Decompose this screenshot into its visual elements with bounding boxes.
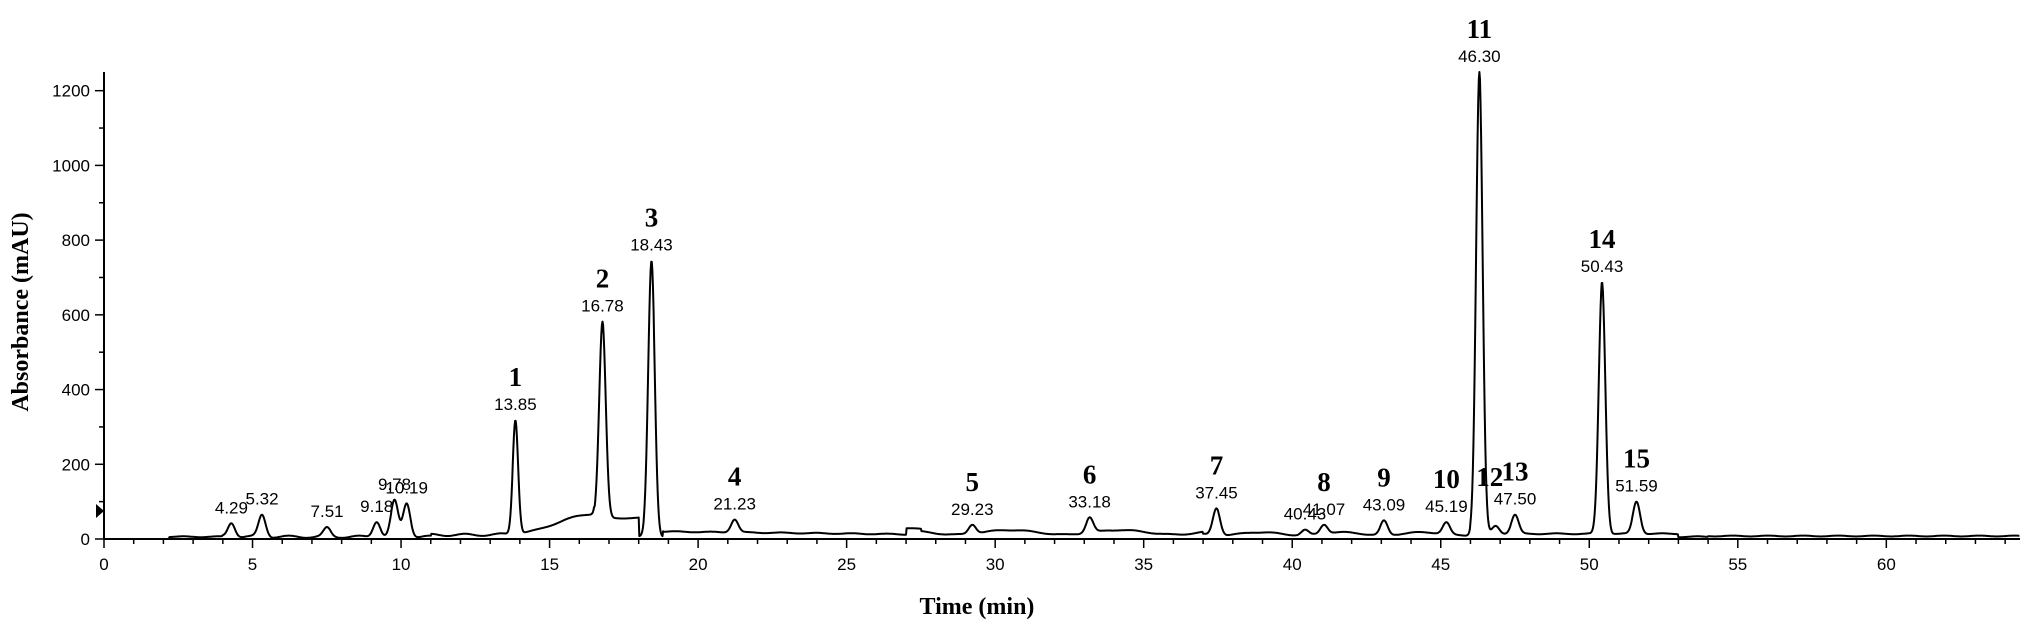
peak-retention-time-label: 7.51: [311, 502, 344, 521]
y-tick-label: 0: [81, 530, 90, 549]
y-axis-ticks: 0 200 400 600 800 1000 1200: [52, 82, 104, 549]
peak-retention-time-label: 9.78: [378, 475, 411, 494]
peak-retention-time-label: 40.43: [1284, 505, 1327, 524]
x-tick-label: 30: [986, 555, 1005, 574]
peak-retention-time-label: 46.30: [1458, 47, 1501, 66]
peak-number-label: 1: [509, 362, 523, 392]
peak-retention-time-label: 41.07: [1303, 500, 1346, 519]
peak-number-label: 14: [1589, 224, 1616, 254]
x-tick-label: 45: [1431, 555, 1450, 574]
peak-retention-time-label: 18.43: [630, 236, 673, 255]
y-axis-marker: [96, 504, 104, 518]
peak-retention-time-label: 10.19: [385, 479, 428, 498]
x-tick-label: 0: [99, 555, 108, 574]
peak-retention-time-label: 21.23: [713, 495, 756, 514]
peak-retention-time-label: 37.45: [1195, 483, 1238, 502]
peak-number-label: 3: [645, 203, 659, 233]
y-tick-label: 400: [62, 381, 90, 400]
peak-retention-time-label: 33.18: [1068, 492, 1111, 511]
x-tick-label: 20: [689, 555, 708, 574]
peak-number-label: 10: [1433, 464, 1460, 494]
peak-retention-time-label: 51.59: [1615, 477, 1658, 496]
x-tick-label: 5: [248, 555, 257, 574]
x-tick-label: 35: [1134, 555, 1153, 574]
x-tick-label: 40: [1283, 555, 1302, 574]
peak-number-label: 12: [1476, 462, 1503, 492]
x-tick-label: 10: [392, 555, 411, 574]
peak-number-label: 15: [1623, 444, 1650, 474]
x-tick-label: 15: [540, 555, 559, 574]
y-tick-label: 800: [62, 231, 90, 250]
peak-retention-time-label: 13.85: [494, 395, 537, 414]
peak-number-label: 9: [1377, 462, 1391, 492]
y-tick-label: 1000: [52, 156, 90, 175]
x-axis-ticks: 0 5 10 15 20 25 30 35 40 45 50 55 60: [99, 539, 2006, 574]
x-tick-label: 55: [1728, 555, 1747, 574]
peak-retention-time-label: 5.32: [245, 490, 278, 509]
peak-retention-time-label: 4.29: [215, 498, 248, 517]
peak-retention-time-label: 16.78: [581, 297, 624, 316]
peak-retention-time-label: 29.23: [951, 500, 994, 519]
peak-number-label: 6: [1083, 459, 1097, 489]
x-axis-label: Time (min): [920, 594, 1035, 620]
peak-retention-time-label: 9.18: [360, 497, 393, 516]
chromatogram-trace: [103, 71, 2020, 540]
peak-number-label: 2: [596, 264, 610, 294]
peak-number-label: 5: [966, 467, 980, 497]
peak-retention-time-label: 45.19: [1425, 497, 1468, 516]
x-tick-label: 50: [1580, 555, 1599, 574]
x-tick-label: 25: [837, 555, 856, 574]
y-axis-label: Absorbance (mAU): [8, 212, 34, 411]
peak-retention-time-label: 50.43: [1581, 257, 1624, 276]
peak-retention-time-label: 43.09: [1363, 495, 1406, 514]
axes: [103, 72, 2020, 540]
peak-number-label: 11: [1467, 14, 1493, 44]
peak-retention-time-label: 47.50: [1494, 490, 1537, 509]
y-tick-label: 600: [62, 306, 90, 325]
peak-number-label: 8: [1317, 467, 1331, 497]
x-tick-label: 60: [1877, 555, 1896, 574]
y-tick-label: 200: [62, 455, 90, 474]
peak-number-label: 4: [728, 462, 742, 492]
y-tick-label: 1200: [52, 82, 90, 101]
peak-number-label: 13: [1502, 457, 1529, 487]
peak-number-label: 7: [1210, 450, 1224, 480]
